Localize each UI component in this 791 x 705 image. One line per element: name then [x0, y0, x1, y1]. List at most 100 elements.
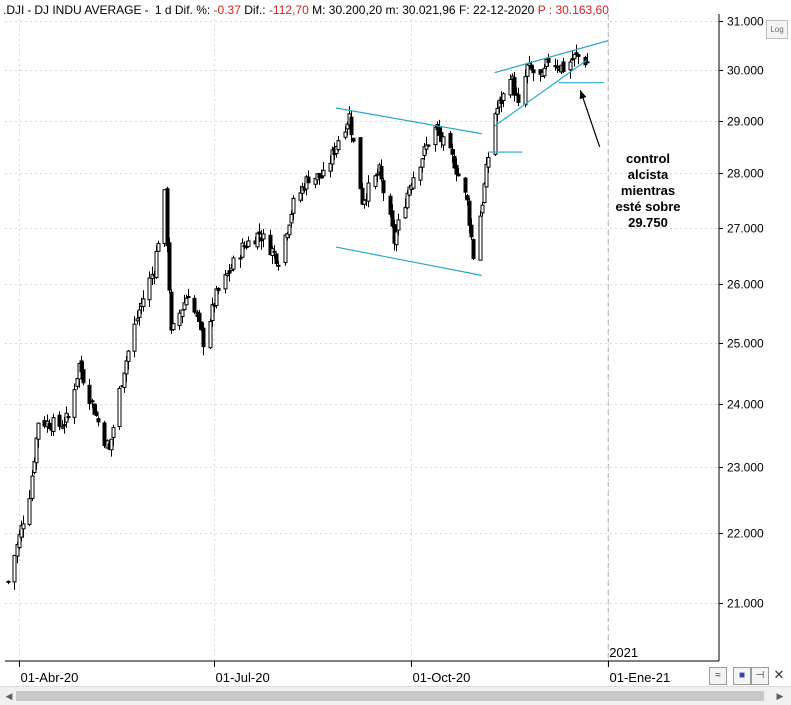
annotation-arrow [579, 90, 601, 148]
header-price-label: P : [537, 3, 553, 17]
candle-body [495, 107, 500, 115]
candle [576, 53, 581, 65]
candle [227, 264, 232, 282]
candle-body [529, 64, 534, 70]
scroll-left-icon[interactable]: ◀ [5, 691, 13, 701]
candle-body [214, 288, 219, 306]
candle [192, 295, 197, 315]
x-tick-label: 01-Oct-20 [413, 670, 471, 685]
candle-body [576, 54, 581, 57]
trendlines [335, 40, 609, 276]
candle-body [227, 270, 232, 274]
header-date: 22-12-2020 [472, 3, 535, 17]
candle-body [111, 427, 116, 438]
candle-body [375, 173, 380, 176]
toggle-view-button[interactable]: ≈ [709, 667, 727, 685]
candle-body [141, 298, 146, 307]
candle-body [177, 312, 182, 326]
candle [471, 238, 476, 261]
candle [51, 413, 56, 436]
x-tick-label: 01-Jul-20 [216, 670, 270, 685]
candle-body [124, 360, 129, 375]
candle-body [441, 136, 446, 146]
candle [501, 92, 506, 108]
candle-body [154, 251, 159, 278]
candle-body [184, 297, 189, 306]
candle [555, 59, 560, 73]
candle-body [122, 372, 127, 388]
candle [381, 177, 386, 202]
horizontal-scrollbar[interactable]: ◀ ▶ [0, 686, 791, 705]
log-scale-button[interactable]: Log [766, 20, 788, 39]
y-tick-label: 29.000 [727, 115, 764, 129]
candle [12, 554, 17, 590]
candle-body [574, 52, 579, 55]
candle-body [72, 389, 77, 418]
candle [568, 59, 573, 79]
candle-body [525, 64, 530, 77]
candle [572, 53, 577, 67]
y-tick-label: 27.000 [727, 222, 764, 236]
candle-body [137, 309, 142, 318]
candle [171, 322, 176, 332]
candle-body [420, 158, 425, 168]
scrollbar-thumb[interactable] [16, 691, 764, 701]
scroll-right-icon[interactable]: ▶ [776, 691, 784, 701]
candle [336, 136, 341, 152]
pin-icon[interactable]: ⊣ [751, 667, 769, 685]
trendline [494, 40, 609, 74]
candle [81, 361, 86, 386]
header-min-label: m: [385, 3, 399, 17]
candle-body [467, 200, 472, 226]
candle [109, 438, 114, 457]
candle [306, 170, 311, 184]
candle [186, 288, 191, 299]
header-max: 30.200,20 [328, 3, 383, 17]
header-dif-pct: -0.37 [213, 3, 241, 17]
candle [283, 234, 288, 266]
candle [379, 159, 384, 182]
candle-body [208, 320, 213, 349]
candle-body [117, 387, 122, 428]
candle-body [109, 438, 114, 451]
candle-body [192, 297, 197, 313]
y-tick-label: 30.000 [727, 64, 764, 78]
candle [426, 144, 431, 147]
candle [57, 411, 62, 431]
candle-body [450, 148, 455, 155]
candle-body [390, 210, 395, 227]
candle-body [246, 240, 251, 248]
y-tick-label: 28.000 [727, 167, 764, 181]
save-icon[interactable]: ■ [733, 667, 751, 685]
candle-body [568, 61, 573, 71]
candle [240, 238, 245, 258]
candle-body [257, 231, 262, 235]
candle-body [132, 323, 137, 352]
candle [36, 422, 41, 448]
candle-body [448, 132, 453, 149]
candle-body [57, 414, 62, 427]
close-icon[interactable]: ✕ [773, 667, 785, 682]
candle [6, 580, 11, 585]
candle [366, 175, 371, 208]
year-marker: 2021 [609, 645, 638, 660]
annotation-text: control alcista mientras esté sobre 29.7… [596, 151, 700, 231]
candle-body [512, 77, 517, 96]
annotation-line: mientras [620, 183, 676, 198]
candle-body [96, 418, 101, 423]
candle [561, 57, 566, 74]
candle-body [171, 323, 176, 331]
y-tick-label: 26.000 [727, 278, 764, 292]
candle-body [87, 384, 92, 404]
candle [72, 383, 77, 425]
candle-body [94, 411, 99, 416]
annotation-line: 29.750 [628, 215, 668, 230]
candle [373, 174, 378, 190]
candle-body [379, 165, 384, 180]
candle-body [542, 67, 547, 77]
candle-body [12, 555, 17, 583]
arrow-head-icon [579, 90, 587, 100]
candle [30, 470, 35, 501]
candle-body [225, 273, 230, 277]
